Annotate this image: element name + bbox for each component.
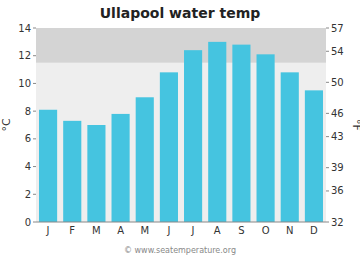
bar <box>87 125 105 222</box>
bar <box>112 114 130 222</box>
y2-tick <box>326 136 329 137</box>
y2-tick-label: 57 <box>331 23 344 34</box>
y-tick <box>33 166 36 167</box>
y-tick-label: 10 <box>18 78 31 89</box>
y2-tick <box>326 222 329 223</box>
y2-tick-label: 54 <box>331 46 344 57</box>
highlight-band <box>36 28 326 63</box>
x-tick-label: J <box>166 225 170 236</box>
title: Ullapool water temp <box>100 5 261 21</box>
x-tick-label: O <box>262 225 270 236</box>
plot-background <box>36 28 326 222</box>
x-tick-label: N <box>286 225 293 236</box>
bar <box>160 72 178 222</box>
y-tick-label: 14 <box>18 23 31 34</box>
y2-tick <box>326 28 329 29</box>
y-tick-label: 8 <box>25 106 31 117</box>
x-tick-label: A <box>117 225 124 236</box>
bar <box>184 50 202 222</box>
y-tick-label: 2 <box>25 189 31 200</box>
x-tick-label: A <box>214 225 221 236</box>
y2-tick <box>326 190 329 191</box>
y-tick <box>33 28 36 29</box>
y-tick-label: 6 <box>25 133 31 144</box>
bar <box>136 97 154 222</box>
bar <box>208 42 226 222</box>
chart: JFMAMJJASOND024681012143236394346505457°… <box>0 0 360 260</box>
y-axis-label: °C <box>0 118 13 132</box>
bar <box>232 45 250 222</box>
x-tick-label: F <box>69 225 75 236</box>
bar <box>39 110 57 222</box>
x-tick-label: J <box>46 225 50 236</box>
x-tick-label: J <box>191 225 195 236</box>
y2-tick-label: 39 <box>331 162 344 173</box>
x-tick-label: S <box>238 225 244 236</box>
x-axis-line <box>36 222 326 223</box>
y-tick-label: 12 <box>18 50 31 61</box>
bar <box>305 90 323 222</box>
y-tick <box>33 194 36 195</box>
y-tick <box>33 222 36 223</box>
bar <box>63 121 81 222</box>
y2-tick-label: 46 <box>331 108 344 119</box>
y2-tick-label: 50 <box>331 77 344 88</box>
y2-tick-label: 32 <box>331 217 344 228</box>
y-tick-label: 0 <box>25 217 31 228</box>
x-tick-label: D <box>310 225 318 236</box>
y-tick <box>33 111 36 112</box>
plot-area <box>36 28 326 222</box>
y-tick-label: 4 <box>25 161 31 172</box>
y-tick <box>33 138 36 139</box>
y2-tick <box>326 51 329 52</box>
y2-tick <box>326 82 329 83</box>
y-tick <box>33 55 36 56</box>
y-tick <box>33 83 36 84</box>
x-tick-label: M <box>92 225 101 236</box>
bar <box>281 72 299 222</box>
y2-tick <box>326 113 329 114</box>
x-tick-label: M <box>140 225 149 236</box>
y2-tick-label: 36 <box>331 185 344 196</box>
watermark: © www.seatemperature.org <box>124 246 236 255</box>
y2-tick <box>326 167 329 168</box>
bar <box>257 54 275 222</box>
y2-axis-label: °F <box>350 119 360 131</box>
y2-tick-label: 43 <box>331 131 344 142</box>
